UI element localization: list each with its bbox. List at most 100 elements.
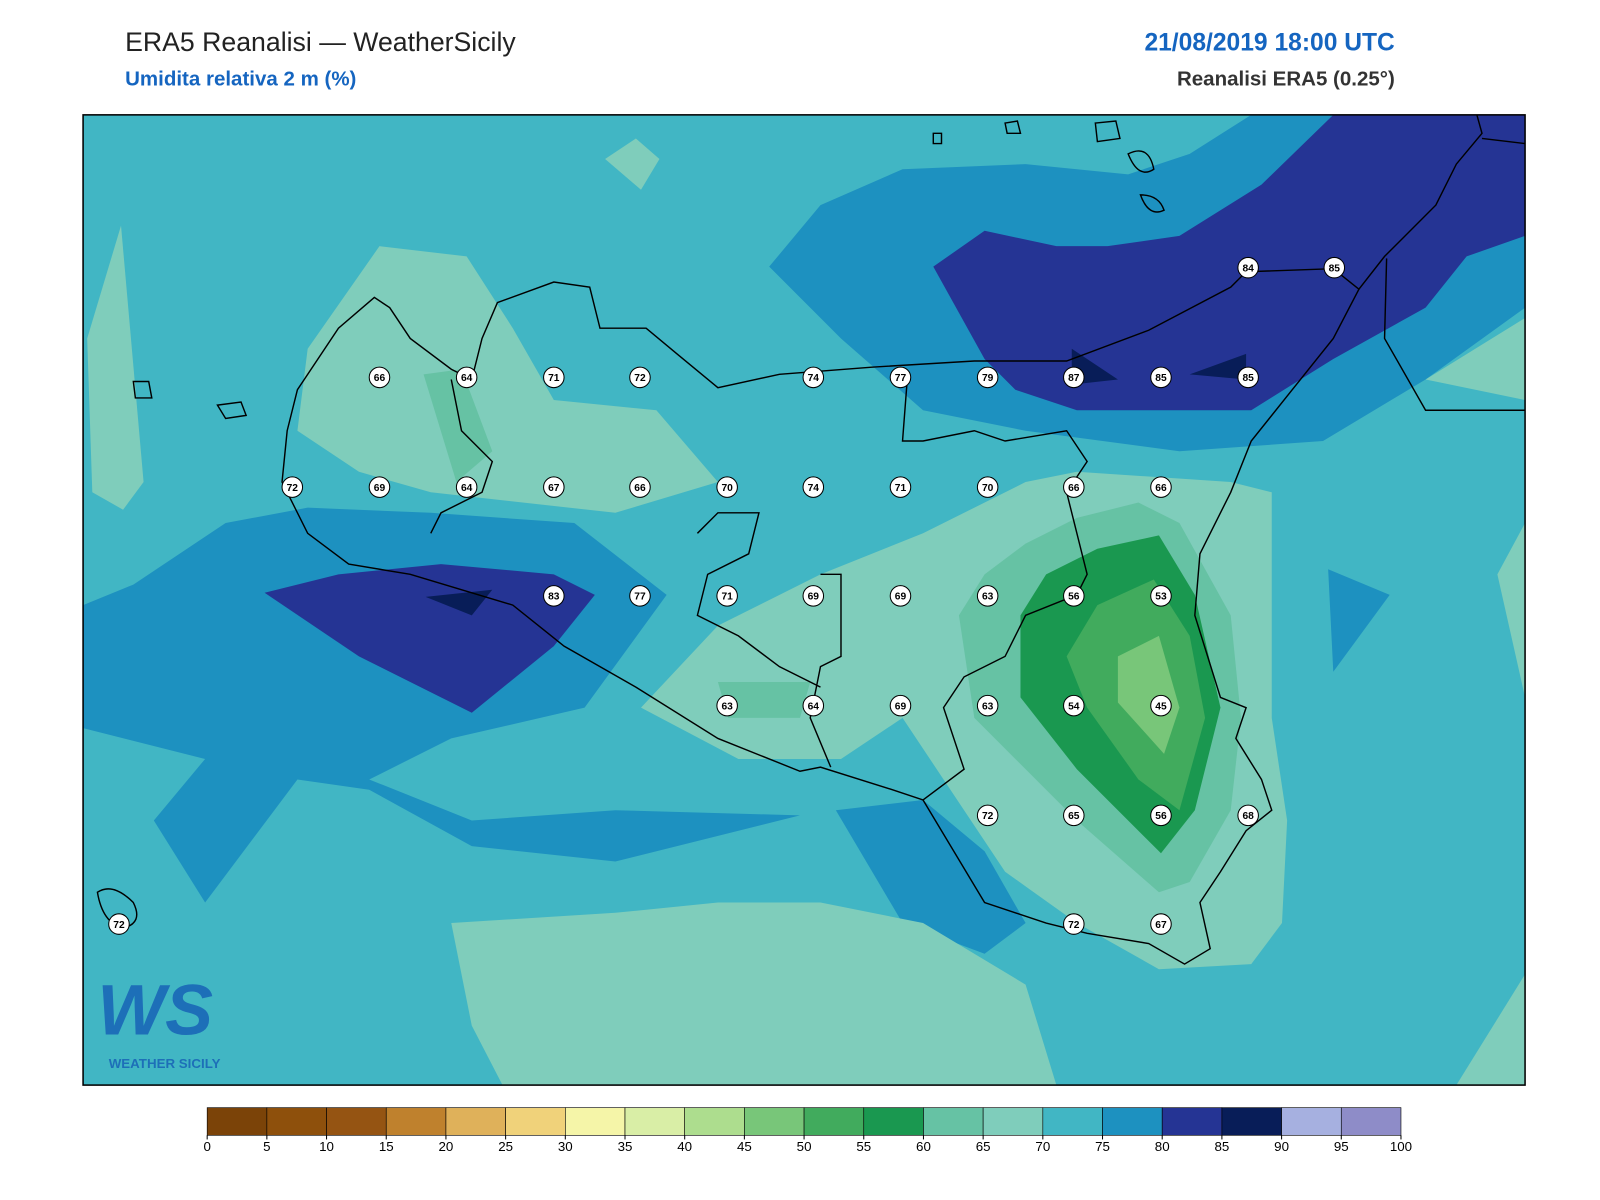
colorbar-segment xyxy=(744,1107,805,1136)
colorbar-segment xyxy=(266,1107,327,1136)
station-marker xyxy=(976,694,999,717)
station-marker xyxy=(1150,804,1172,827)
colorbar-segment xyxy=(565,1107,626,1136)
station-value: 74 xyxy=(808,373,820,384)
colorbar-segment xyxy=(1102,1107,1163,1136)
station-value: 74 xyxy=(808,483,820,494)
station-marker xyxy=(629,585,651,607)
contour xyxy=(87,225,144,510)
station-value: 71 xyxy=(895,483,907,494)
station-marker xyxy=(1063,366,1085,389)
map xyxy=(83,114,1526,1086)
logo: WS WEATHER SICILY xyxy=(97,970,220,1071)
colorbar-segment xyxy=(1221,1107,1282,1136)
station-marker xyxy=(1150,913,1172,935)
station-marker xyxy=(889,476,912,498)
colorbar-tick-label: 15 xyxy=(379,1139,394,1154)
contour xyxy=(425,589,493,616)
station-marker xyxy=(455,476,478,498)
station-value: 67 xyxy=(548,483,560,494)
colorbar-tick-label: 60 xyxy=(916,1139,931,1154)
station-marker xyxy=(716,476,738,498)
station-marker xyxy=(976,366,999,389)
station-marker xyxy=(1150,694,1172,717)
station-value: 65 xyxy=(1068,811,1080,822)
map-frame xyxy=(82,114,1526,1086)
station-marker xyxy=(716,694,738,717)
colorbar-segment xyxy=(385,1107,447,1136)
colorbar-tick-label: 50 xyxy=(797,1139,812,1154)
colorbar-tick-label: 65 xyxy=(976,1139,991,1154)
station-value: 64 xyxy=(461,483,473,494)
station-value: 77 xyxy=(895,373,907,384)
station-value: 72 xyxy=(287,483,299,494)
station-value: 56 xyxy=(1068,592,1080,603)
station-marker xyxy=(629,366,651,389)
colorbar-segment xyxy=(505,1107,566,1136)
station-value: 64 xyxy=(461,373,473,384)
colorbar-segment xyxy=(684,1107,745,1136)
coastline xyxy=(1358,114,1526,411)
border xyxy=(430,374,1088,801)
colorbar-segment xyxy=(1340,1107,1402,1136)
station-marker xyxy=(1150,476,1172,498)
station-marker xyxy=(1323,256,1346,279)
station-marker xyxy=(976,585,999,607)
colorbar-segment xyxy=(326,1107,387,1136)
station-value: 84 xyxy=(1242,263,1254,274)
station-marker xyxy=(543,366,565,389)
station-value: 72 xyxy=(1068,920,1080,931)
station-value: 66 xyxy=(634,483,646,494)
station-marker xyxy=(889,366,912,389)
colorbar-segment xyxy=(206,1107,268,1136)
station-value: 87 xyxy=(1068,373,1080,384)
station-value: 72 xyxy=(982,811,994,822)
island xyxy=(96,120,1165,929)
station-marker xyxy=(889,585,912,607)
colorbar-tick-label: 55 xyxy=(856,1139,871,1154)
title: ERA5 Reanalisi — WeatherSicily xyxy=(125,27,516,57)
station-marker xyxy=(1063,476,1085,498)
station-marker xyxy=(1237,256,1259,279)
contour xyxy=(933,114,1526,411)
station-value: 70 xyxy=(721,483,733,494)
station-marker xyxy=(1237,804,1259,827)
contour xyxy=(1497,523,1526,698)
station-value: 70 xyxy=(982,483,994,494)
colorbar-tick-label: 90 xyxy=(1274,1139,1289,1154)
colorbar-tick-label: 35 xyxy=(618,1139,633,1154)
station-value: 64 xyxy=(808,701,820,712)
contour xyxy=(423,369,493,483)
colorbar-segment xyxy=(624,1107,685,1136)
station-value: 66 xyxy=(1155,483,1167,494)
station-marker xyxy=(802,476,825,498)
station-value: 45 xyxy=(1155,701,1167,712)
station-marker xyxy=(1150,366,1172,389)
colorbar-segment xyxy=(923,1107,984,1136)
station-value: 67 xyxy=(1155,920,1167,931)
station-marker xyxy=(1063,804,1085,827)
station-marker xyxy=(802,366,825,389)
station-value: 85 xyxy=(1329,263,1341,274)
colorbar-tick-label: 75 xyxy=(1095,1139,1110,1154)
station-value: 72 xyxy=(634,373,646,384)
station-value: 63 xyxy=(982,701,994,712)
colorbar-tick-label: 85 xyxy=(1214,1139,1229,1154)
station-marker xyxy=(1063,913,1085,935)
contour xyxy=(835,799,1026,954)
colorbar-tick-label: 0 xyxy=(203,1139,210,1154)
colorbar-tick-label: 45 xyxy=(737,1139,752,1154)
station-marker xyxy=(1237,366,1259,389)
station-value: 63 xyxy=(721,701,733,712)
station-value: 72 xyxy=(113,920,125,931)
colorbar-segment xyxy=(982,1107,1044,1136)
station-value: 85 xyxy=(1155,373,1167,384)
station-value: 54 xyxy=(1068,701,1080,712)
contour xyxy=(1425,317,1526,400)
station-marker xyxy=(889,694,912,717)
contour xyxy=(297,246,718,513)
colorbar-tick-label: 25 xyxy=(498,1139,513,1154)
station-value: 79 xyxy=(982,373,994,384)
source: Reanalisi ERA5 (0.25°) xyxy=(1177,67,1395,90)
